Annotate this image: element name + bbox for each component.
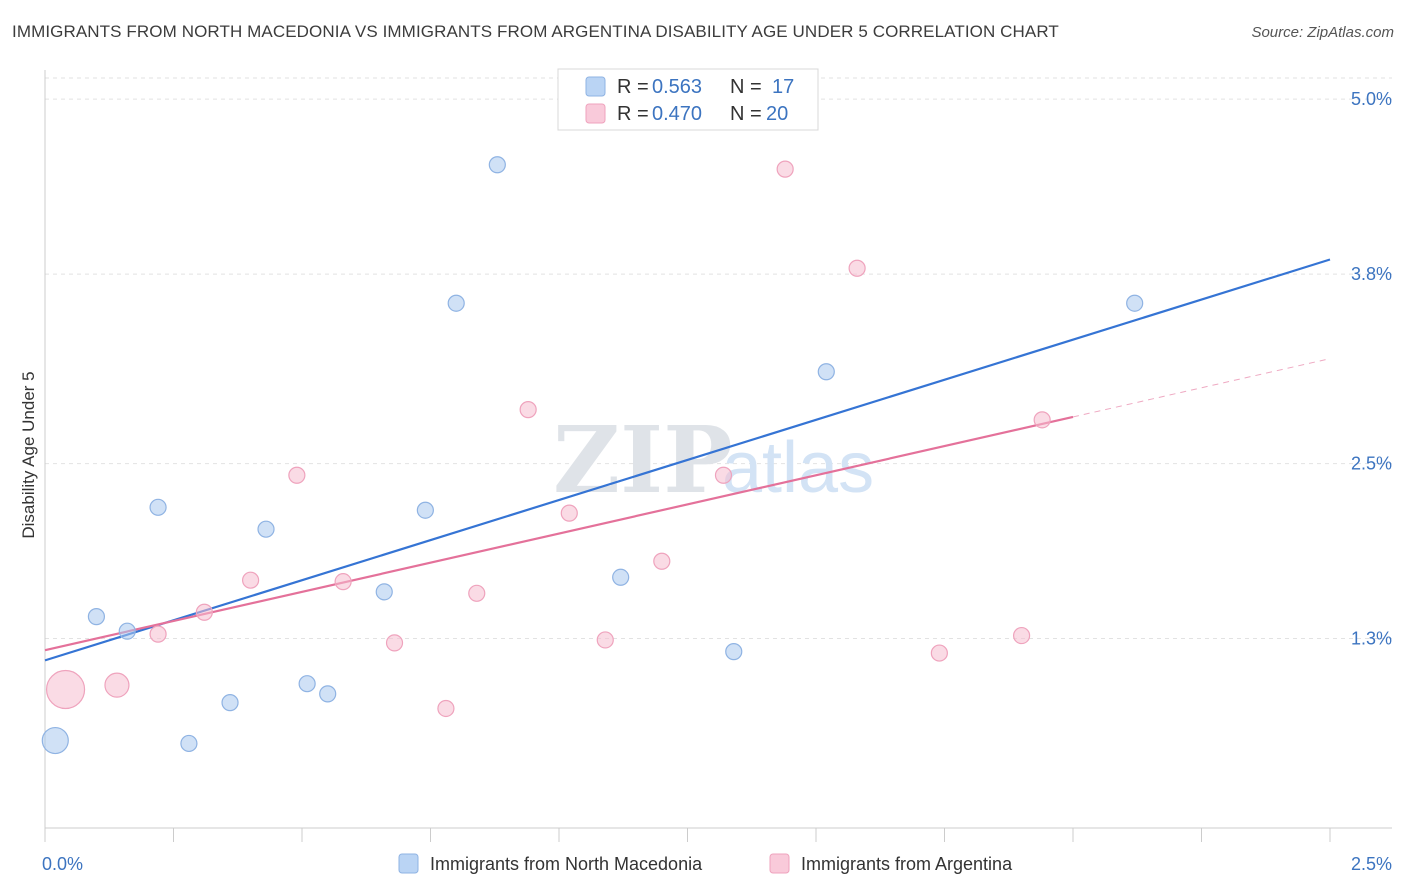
point-series-1-9 <box>468 584 486 602</box>
trend-lines <box>44 258 1331 662</box>
y-axis-title: Disability Age Under 5 <box>19 371 38 538</box>
point-series-0-14 <box>725 643 743 661</box>
legend-swatch-argentina <box>585 103 606 124</box>
point-series-0-7 <box>298 675 316 693</box>
point-series-0-1 <box>87 608 106 626</box>
point-series-0-2 <box>118 622 136 640</box>
legend: R = 0.563 N = 17 R = 0.470 N = 20 <box>557 68 819 131</box>
point-series-1-15 <box>776 160 794 178</box>
legend-n-value-1: 17 <box>772 76 794 98</box>
point-series-1-12 <box>596 631 614 649</box>
bottom-legend-swatch-argentina <box>769 853 790 874</box>
legend-r-label-1: R = <box>617 76 649 98</box>
point-series-0-12 <box>488 156 506 174</box>
bottom-legend: Immigrants from North Macedonia Immigran… <box>398 853 1013 874</box>
point-series-0-16 <box>1126 294 1144 312</box>
point-series-1-13 <box>653 552 671 570</box>
grid-layer <box>45 77 1392 639</box>
trend-line-0 <box>44 258 1331 662</box>
chart-title: IMMIGRANTS FROM NORTH MACEDONIA VS IMMIG… <box>12 22 1059 41</box>
legend-r-value-2: 0.470 <box>652 103 702 125</box>
trend-line-extension-1 <box>1072 358 1331 418</box>
legend-r-value-1: 0.563 <box>652 76 702 98</box>
point-series-0-5 <box>221 694 239 712</box>
point-series-1-19 <box>1033 411 1051 429</box>
axis-layer: 1.3% 2.5% 3.8% 5.0% 0.0% 2.5% <box>42 70 1392 874</box>
point-series-1-10 <box>519 401 537 419</box>
legend-n-label-2: N = <box>730 103 762 125</box>
point-series-1-8 <box>437 699 455 718</box>
point-series-1-0 <box>45 669 86 710</box>
trend-line-1 <box>44 415 1074 652</box>
source-label: Source: ZipAtlas.com <box>1251 24 1394 41</box>
legend-n-value-2: 20 <box>766 103 788 125</box>
x-tick-label-0: 0.0% <box>42 854 83 874</box>
point-series-1-4 <box>242 571 260 589</box>
point-series-1-17 <box>930 644 948 662</box>
legend-n-label-1: N = <box>730 76 762 98</box>
y-tick-label-2: 3.8% <box>1351 264 1392 284</box>
watermark-zip: ZIP <box>553 406 732 514</box>
y-tick-label-0: 1.3% <box>1351 629 1392 649</box>
point-series-1-18 <box>1012 626 1031 645</box>
y-tick-label-1: 2.5% <box>1351 454 1392 474</box>
point-series-0-6 <box>257 520 275 538</box>
point-series-0-9 <box>375 583 393 601</box>
point-series-0-0 <box>41 726 69 755</box>
legend-r-label-2: R = <box>617 103 649 125</box>
point-series-0-8 <box>319 685 337 703</box>
point-series-1-16 <box>848 259 866 277</box>
point-series-0-13 <box>612 568 630 586</box>
point-series-0-11 <box>447 294 465 312</box>
point-series-1-3 <box>195 603 213 621</box>
legend-swatch-macedonia <box>585 76 606 97</box>
bottom-legend-label-argentina: Immigrants from Argentina <box>801 854 1013 874</box>
point-series-0-10 <box>416 501 434 519</box>
bottom-legend-swatch-macedonia <box>398 853 419 874</box>
point-series-1-1 <box>104 672 130 698</box>
point-series-0-15 <box>817 363 835 381</box>
point-series-1-14 <box>714 466 733 484</box>
bottom-legend-label-macedonia: Immigrants from North Macedonia <box>430 854 703 874</box>
point-series-0-4 <box>180 734 198 753</box>
point-series-1-2 <box>149 625 167 643</box>
y-tick-label-3: 5.0% <box>1351 89 1392 109</box>
point-series-0-3 <box>149 498 167 516</box>
point-series-1-11 <box>560 504 578 522</box>
data-points <box>41 156 1144 755</box>
x-tick-label-1: 2.5% <box>1351 854 1392 874</box>
point-series-1-7 <box>385 634 404 652</box>
point-series-1-5 <box>288 466 306 484</box>
point-series-1-6 <box>334 573 352 591</box>
